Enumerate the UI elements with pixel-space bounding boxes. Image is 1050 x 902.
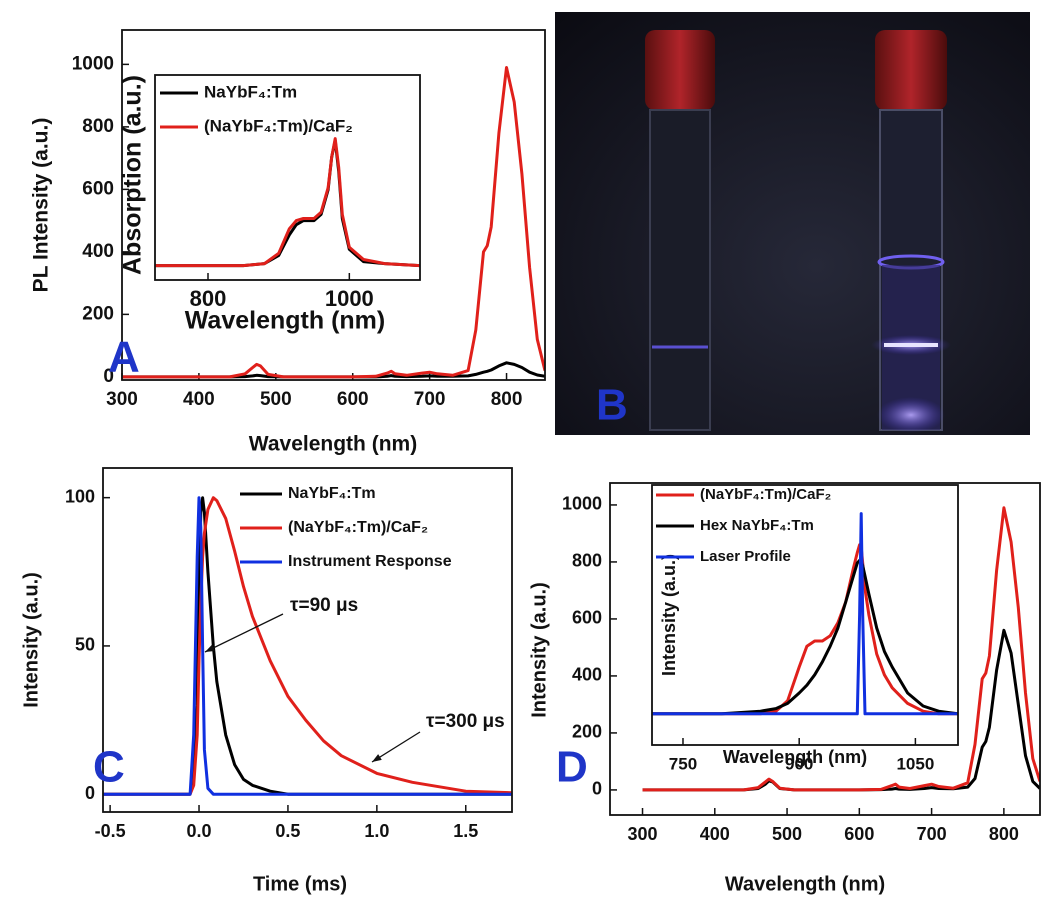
axes-frame <box>651 484 959 746</box>
y-tick-label: 1000 <box>72 53 114 74</box>
y-tick-label: 0 <box>103 366 114 387</box>
legend-label: NaYbF₄:Tm <box>288 485 376 502</box>
x-tick-label: 1.0 <box>364 821 389 841</box>
x-tick-label: -0.5 <box>95 821 126 841</box>
chart: -0.5 0.0 0.5 1.0 1.5 0 50 100 Time (ms) Intensity… <box>20 467 513 895</box>
x-tick-label: 500 <box>260 389 292 410</box>
legend-label: (NaYbF₄:Tm)/CaF₂ <box>204 116 353 135</box>
legend-label: Hex NaYbF₄:Tm <box>700 517 814 534</box>
inset-background <box>155 75 420 280</box>
series-line <box>652 558 958 716</box>
series-line <box>122 361 545 379</box>
vial-cap <box>645 30 715 110</box>
vial <box>649 109 711 431</box>
legend-label: Laser Profile <box>700 548 791 565</box>
x-tick-label: 800 <box>989 824 1019 844</box>
x-tick-label: 1000 <box>325 286 374 311</box>
x-axis-title: Wavelength (nm) <box>725 873 885 895</box>
annotation-arrowhead <box>372 754 382 762</box>
y-tick-label: 600 <box>572 608 602 628</box>
annotation-arrow <box>204 613 284 653</box>
panel-label: C <box>93 743 125 792</box>
x-tick-label: 600 <box>844 824 874 844</box>
annotation: τ=300 μs <box>426 711 505 732</box>
y-tick-label: 0 <box>85 783 95 803</box>
y-tick-label: 50 <box>75 635 95 655</box>
axes-frame <box>609 482 1041 816</box>
x-tick-label: 600 <box>337 389 369 410</box>
legend-label: Instrument Response <box>288 553 452 570</box>
x-axis-title: Time (ms) <box>253 873 347 895</box>
y-axis-title: Intensity (a.u.) <box>528 582 550 718</box>
y-tick-label: 200 <box>572 722 602 742</box>
x-axis-title: Wavelength (nm) <box>723 747 867 767</box>
x-tick-label: 1.5 <box>453 821 478 841</box>
x-axis-title: Wavelength (nm) <box>249 433 417 456</box>
photo: B <box>555 12 1030 435</box>
x-tick-label: 800 <box>491 389 523 410</box>
photo-background <box>555 12 1030 435</box>
chart: 750 900 1050 Wavelength (nm) Intensity (a.u.… <box>651 484 959 773</box>
x-axis-title: Wavelength (nm) <box>185 307 385 335</box>
annotation: τ=90 μs <box>290 595 358 616</box>
panel-label: D <box>556 743 588 792</box>
axes-frame <box>154 74 421 281</box>
x-tick-label: 700 <box>414 389 446 410</box>
x-tick-label: 500 <box>772 824 802 844</box>
y-tick-label: 100 <box>65 486 95 506</box>
vial-cap <box>875 30 947 110</box>
y-tick-label: 600 <box>82 178 114 199</box>
x-tick-label: 800 <box>190 286 227 311</box>
legend-label: (NaYbF₄:Tm)/CaF₂ <box>700 486 831 503</box>
annotation-arrowhead <box>205 644 215 652</box>
series-line <box>642 506 1040 792</box>
legend-label: NaYbF₄:Tm <box>204 82 297 101</box>
x-tick-label: 0.0 <box>187 821 212 841</box>
chart: 300 400 500 600 700 800 0 200 400 600 800 1000 Wavel… <box>528 482 1041 895</box>
y-tick-label: 400 <box>82 241 114 262</box>
annotation-arrow <box>371 731 421 763</box>
x-tick-label: 300 <box>106 389 138 410</box>
axes-frame <box>121 29 546 381</box>
x-tick-label: 400 <box>183 389 215 410</box>
y-tick-label: 400 <box>572 665 602 685</box>
y-axis-title: Absorption (a.u.) <box>119 75 147 275</box>
x-tick-label: 700 <box>917 824 947 844</box>
series-line <box>155 137 420 268</box>
chart: 300 400 500 600 700 80002004006008001000Wavel… <box>30 29 546 456</box>
x-tick-label: 750 <box>669 754 697 773</box>
series-line <box>652 512 958 716</box>
y-axis-title: Intensity (a.u.) <box>659 554 679 676</box>
x-tick-label: 900 <box>785 754 813 773</box>
panel-label: B <box>596 381 628 430</box>
y-tick-label: 200 <box>82 303 114 324</box>
series-line <box>103 496 512 796</box>
axes-frame <box>102 467 513 813</box>
x-tick-label: 400 <box>700 824 730 844</box>
series-line <box>103 496 512 796</box>
x-tick-label: 1050 <box>896 754 934 773</box>
y-axis-title: Intensity (a.u.) <box>20 572 42 708</box>
series-line <box>652 543 958 716</box>
x-tick-label: 0.5 <box>275 821 300 841</box>
y-tick-label: 1000 <box>562 494 602 514</box>
vial-glow <box>877 397 945 433</box>
y-axis-title: PL Intensity (a.u.) <box>30 118 53 293</box>
y-tick-label: 800 <box>82 116 114 137</box>
legend-label: (NaYbF₄:Tm)/CaF₂ <box>288 519 428 536</box>
series-line <box>122 66 545 379</box>
series-line <box>103 496 512 796</box>
y-tick-label: 800 <box>572 551 602 571</box>
x-tick-label: 300 <box>627 824 657 844</box>
panel-label: A <box>108 333 140 382</box>
y-tick-label: 0 <box>592 779 602 799</box>
